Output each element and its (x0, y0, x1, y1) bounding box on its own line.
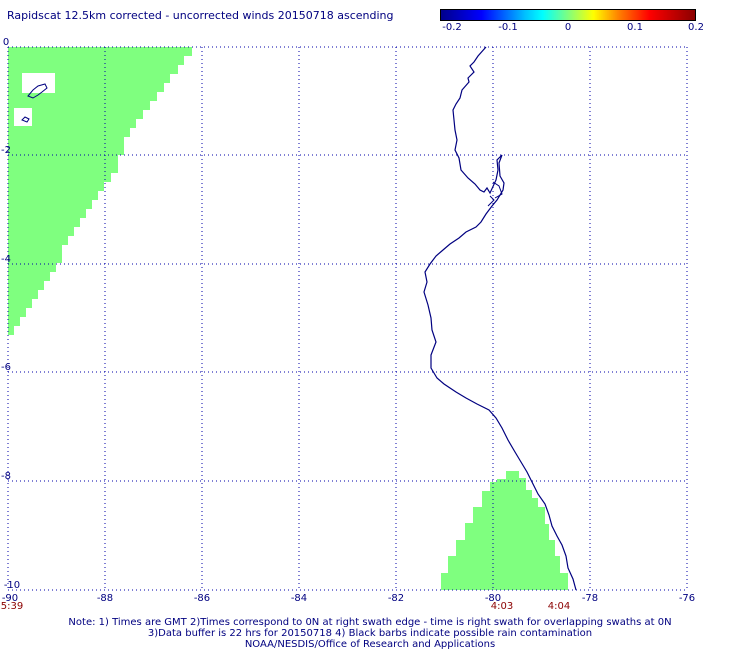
y-tick-label: -4 (1, 254, 11, 265)
time-label: 4:03 (491, 601, 513, 610)
island-outline (21, 116, 30, 123)
colorbar-label: 0.1 (627, 22, 643, 33)
x-tick-label: -84 (291, 593, 307, 604)
x-tick-label: -76 (679, 593, 695, 604)
colorbar-label: -0.1 (498, 22, 518, 33)
colorbar-label: -0.2 (442, 22, 462, 33)
x-tick-label: -82 (388, 593, 404, 604)
x-tick-label: -86 (194, 593, 210, 604)
x-axis: -90 -88 -86 -84 -82 -80 -78 -76 (2, 593, 695, 604)
swath-region-west (8, 47, 192, 335)
x-tick-label: -88 (97, 593, 113, 604)
time-label: 4:04 (548, 601, 570, 610)
time-labels: 5:39 4:03 4:04 (1, 601, 570, 610)
footnote-line-3: NOAA/NESDIS/Office of Research and Appli… (244, 639, 496, 650)
swath-gap (14, 108, 32, 126)
x-tick-label: -80 (485, 593, 501, 604)
grid (7, 46, 688, 591)
y-axis: 0 -2 -4 -6 -8 -10 (1, 37, 20, 591)
footnote-line-2: 3)Data buffer is 22 hrs for 20150718 4) … (147, 628, 593, 639)
x-tick-label: -78 (582, 593, 598, 604)
colorbar-label: 0 (564, 22, 572, 33)
coastline-detail (487, 181, 503, 207)
x-tick-label: -90 (2, 593, 18, 604)
y-tick-label: -8 (1, 471, 11, 482)
swath-gap (22, 73, 55, 93)
island-outline (27, 83, 48, 99)
map-title: Rapidscat 12.5km corrected - uncorrected… (7, 9, 394, 22)
map-plot: 0 -2 -4 -6 -8 -10 -90 -88 -86 -84 -82 -8… (1, 37, 695, 610)
colorbar-label: 0.2 (688, 22, 704, 33)
swath-region-east (441, 471, 568, 590)
coastline (423, 46, 577, 591)
colorbar (440, 9, 696, 21)
time-label: 5:39 (1, 601, 23, 610)
y-tick-label: -6 (1, 362, 11, 373)
y-tick-label: 0 (3, 37, 9, 48)
y-tick-label: -2 (1, 145, 11, 156)
y-tick-label: -10 (4, 580, 20, 591)
footnote-line-1: Note: 1) Times are GMT 2)Times correspon… (68, 617, 672, 628)
